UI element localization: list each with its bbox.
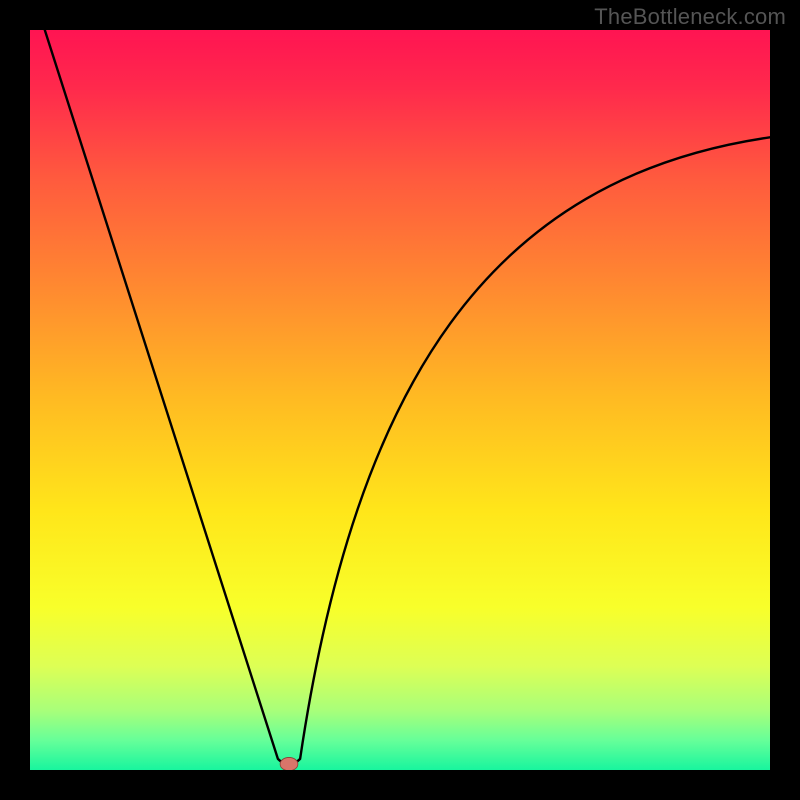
- bottleneck-plot: [30, 30, 770, 770]
- watermark-text: TheBottleneck.com: [594, 4, 786, 30]
- gradient-background: [30, 30, 770, 770]
- minimum-marker: [280, 757, 298, 770]
- chart-frame: TheBottleneck.com: [0, 0, 800, 800]
- plot-svg: [30, 30, 770, 770]
